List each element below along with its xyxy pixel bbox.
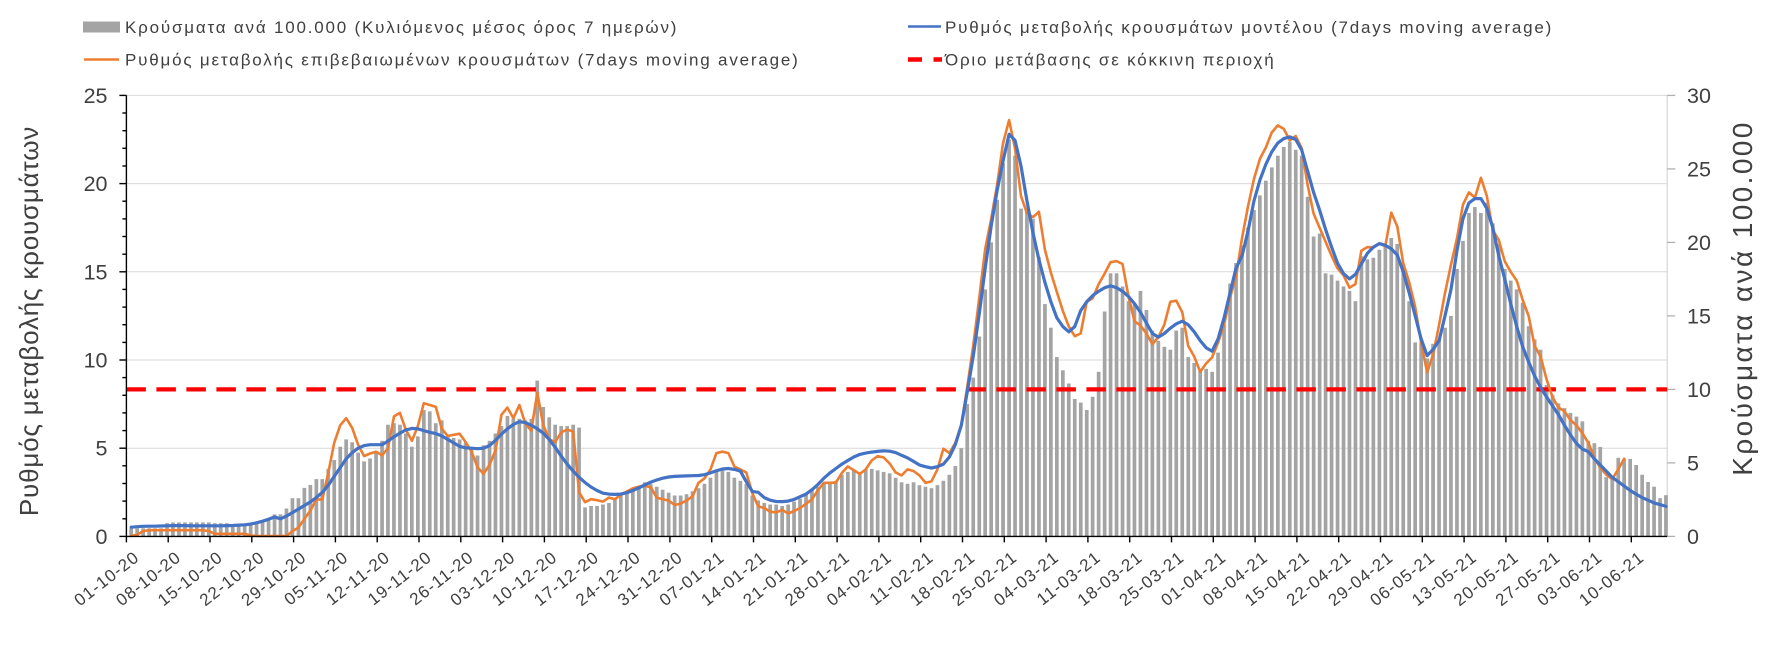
svg-text:10: 10 [84,349,108,373]
svg-text:15: 15 [84,260,108,284]
svg-text:30: 30 [1687,84,1711,108]
svg-text:Ρυθμός μεταβολής κρουσμάτων: Ρυθμός μεταβολής κρουσμάτων [14,126,44,516]
svg-text:Όριο μετάβασης σε κόκκινη περι: Όριο μετάβασης σε κόκκινη περιοχή [944,51,1275,70]
svg-text:Κρούσματα ανά 100.000: Κρούσματα ανά 100.000 [1727,120,1758,476]
svg-text:Ρυθμός μεταβολής επιβεβαιωμένω: Ρυθμός μεταβολής επιβεβαιωμένων κρουσμάτ… [125,51,800,70]
svg-text:25: 25 [1687,157,1711,181]
svg-text:Κρούσματα ανά 100.000 (Κυλιόμε: Κρούσματα ανά 100.000 (Κυλιόμενος μέσος … [125,18,678,37]
svg-text:20: 20 [1687,231,1711,255]
svg-text:5: 5 [96,437,108,461]
svg-text:0: 0 [1687,525,1699,549]
svg-text:0: 0 [96,525,108,549]
svg-text:Ρυθμός μεταβολής κρουσμάτων μο: Ρυθμός μεταβολής κρουσμάτων μοντέλου (7d… [945,18,1553,37]
svg-text:25: 25 [84,84,108,108]
svg-text:5: 5 [1687,451,1699,475]
svg-text:10: 10 [1687,378,1711,402]
svg-text:15: 15 [1687,304,1711,328]
svg-text:20: 20 [84,172,108,196]
